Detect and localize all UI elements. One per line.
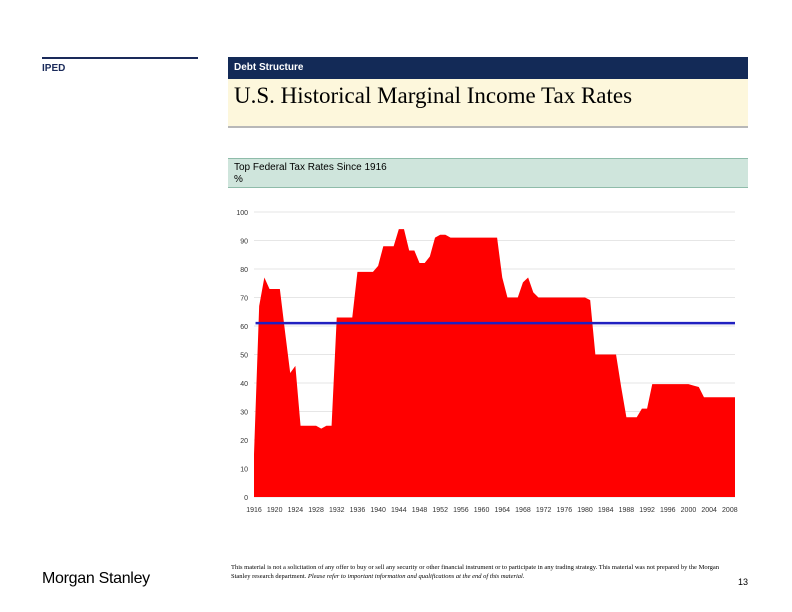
disclaimer-text: This material is not a solicitation of a… [231,564,720,580]
y-tick-label: 40 [240,381,248,388]
tax-rate-area [254,229,735,497]
y-tick-label: 50 [240,353,248,360]
x-tick-label: 1972 [536,507,552,514]
morgan-stanley-logo: Morgan Stanley [42,570,150,587]
x-tick-label: 1988 [619,507,635,514]
y-tick-label: 100 [236,210,248,217]
tax-rate-chart: 0 10 20 30 40 50 60 70 80 90 100 1916 1920 1924 1928 19… [236,210,738,514]
x-tick-label: 2004 [701,507,717,514]
x-tick-label: 1980 [577,507,593,514]
x-tick-label: 1944 [391,507,407,514]
x-tick-label: 1932 [329,507,345,514]
chart-subtitle: Top Federal Tax Rates Since 1916 [234,162,387,173]
x-tick-label: 1960 [474,507,490,514]
y-tick-label: 80 [240,267,248,274]
disclaimer-note: Please refer to important information an… [307,573,525,580]
section-label: IPED [42,63,66,74]
x-tick-label: 2000 [681,507,697,514]
x-tick-label: 1984 [598,507,614,514]
x-tick-label: 1928 [308,507,324,514]
y-tick-label: 70 [240,296,248,303]
disclaimer: This material is not a solicitation of a… [231,563,721,581]
x-tick-label: 1940 [370,507,386,514]
header-bar: Debt Structure [228,57,748,79]
page-number: 13 [738,577,749,587]
page-title: U.S. Historical Marginal Income Tax Rate… [234,83,633,108]
x-tick-label: 1936 [350,507,366,514]
x-tick-label: 1964 [494,507,510,514]
title-box: U.S. Historical Marginal Income Tax Rate… [228,79,748,128]
y-tick-label: 20 [240,438,248,445]
y-tick-label: 60 [240,324,248,331]
x-tick-label: 1956 [453,507,469,514]
x-tick-label: 1952 [432,507,448,514]
y-tick-label: 30 [240,410,248,417]
x-tick-label: 1920 [267,507,283,514]
chart-unit-label: % [234,174,243,185]
chart-subtitle-box: Top Federal Tax Rates Since 1916 % [228,158,748,188]
x-tick-label: 1968 [515,507,531,514]
x-tick-label: 1916 [246,507,262,514]
y-tick-label: 0 [244,495,248,502]
x-tick-label: 1948 [412,507,428,514]
y-tick-label: 10 [240,467,248,474]
x-tick-label: 2008 [722,507,738,514]
x-tick-label: 1996 [660,507,676,514]
x-tick-label: 1976 [557,507,573,514]
x-tick-label: 1992 [639,507,655,514]
x-tick-label: 1924 [288,507,304,514]
y-tick-label: 90 [240,239,248,246]
left-rule [42,57,198,59]
